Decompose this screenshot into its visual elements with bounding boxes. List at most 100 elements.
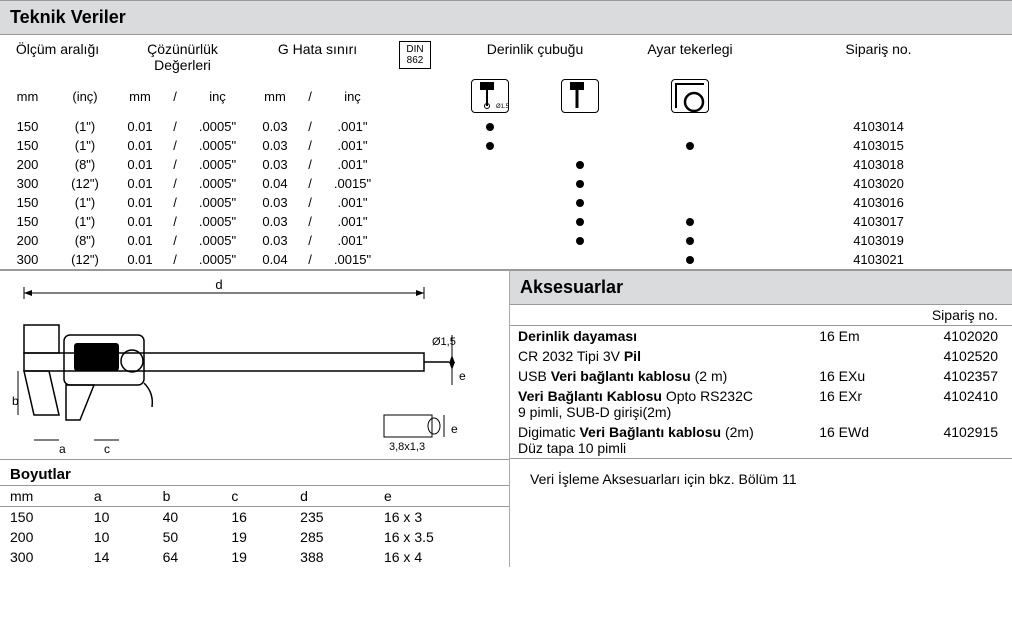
depth-icon-1: Ø1.5 <box>445 77 535 117</box>
spec-cell: / <box>165 155 185 174</box>
dims-cell: 10 <box>84 527 153 547</box>
spec-cell <box>535 193 625 212</box>
spec-cell <box>535 231 625 250</box>
din-box-cell: DIN 862 <box>385 35 445 117</box>
dims-cell: 200 <box>0 527 84 547</box>
header-order: Sipariş no. <box>755 35 1012 77</box>
spec-cell: (1") <box>55 136 115 155</box>
spec-cell: 0.01 <box>115 193 165 212</box>
spec-cell <box>625 155 755 174</box>
dims-cell: 19 <box>221 527 290 547</box>
dims-cell: 10 <box>84 507 153 528</box>
dimensions-title: Boyutlar <box>0 460 509 486</box>
dims-cell: 16 x 3.5 <box>374 527 509 547</box>
subhead-inch: (inç) <box>55 77 115 117</box>
spec-cell: (8") <box>55 231 115 250</box>
spec-cell: / <box>300 193 320 212</box>
svg-text:3,8x1,3: 3,8x1,3 <box>389 441 425 453</box>
spec-row: 300(12")0.01/.0005"0.04/.0015"4103021 <box>0 250 1012 270</box>
spec-cell <box>385 117 445 136</box>
svg-text:e: e <box>459 369 466 383</box>
subhead-err-slash: / <box>300 77 320 117</box>
spec-cell <box>385 174 445 193</box>
spec-cell: 150 <box>0 117 55 136</box>
spec-cell: .0005" <box>185 117 250 136</box>
spec-cell: .001" <box>320 212 385 231</box>
dims-h-d: d <box>290 486 374 507</box>
acc-desc: USB Veri bağlantı kablosu (2 m) <box>510 366 811 386</box>
spec-cell: / <box>165 174 185 193</box>
spec-row: 150(1")0.01/.0005"0.03/.001"4103014 <box>0 117 1012 136</box>
din-line1: DIN <box>406 44 423 55</box>
wheel-icon-cell <box>625 77 755 117</box>
acc-code: 16 EWd <box>811 422 901 459</box>
spec-cell: 4103017 <box>755 212 1012 231</box>
spec-cell <box>625 136 755 155</box>
spec-cell: 300 <box>0 250 55 270</box>
acc-row: Derinlik dayaması16 Em4102020 <box>510 326 1012 347</box>
din-badge: DIN 862 <box>399 41 430 69</box>
dims-h-mm: mm <box>0 486 84 507</box>
acc-desc: Digimatic Veri Bağlantı kablosu (2m)Düz … <box>510 422 811 459</box>
spec-cell: 0.01 <box>115 250 165 270</box>
acc-desc: Veri Bağlantı Kablosu Opto RS232C9 pimli… <box>510 386 811 422</box>
svg-text:c: c <box>104 442 110 456</box>
spec-cell: / <box>165 231 185 250</box>
dims-row: 30014641938816 x 4 <box>0 547 509 567</box>
spec-cell <box>385 155 445 174</box>
subhead-mm: mm <box>0 77 55 117</box>
spec-cell <box>385 250 445 270</box>
dims-cell: 150 <box>0 507 84 528</box>
spec-cell: 0.01 <box>115 174 165 193</box>
spec-row: 300(12")0.01/.0005"0.04/.0015"4103020 <box>0 174 1012 193</box>
spec-cell: 0.04 <box>250 250 300 270</box>
subhead-res-mm: mm <box>115 77 165 117</box>
spec-cell <box>625 117 755 136</box>
spec-cell: .0015" <box>320 174 385 193</box>
spec-row: 200(8")0.01/.0005"0.03/.001"4103019 <box>0 231 1012 250</box>
spec-cell <box>385 193 445 212</box>
spec-cell: / <box>165 193 185 212</box>
caliper-svg: d Ø1,5 <box>4 275 504 457</box>
depth-flat-icon <box>561 79 599 113</box>
din-line2: 862 <box>407 55 424 66</box>
acc-desc: Derinlik dayaması <box>510 326 811 347</box>
svg-text:Ø1.5: Ø1.5 <box>496 104 508 110</box>
spec-cell: / <box>300 212 320 231</box>
acc-order-no: 4102020 <box>902 326 1012 347</box>
spec-cell: .0005" <box>185 174 250 193</box>
spec-cell: 4103020 <box>755 174 1012 193</box>
spec-cell <box>445 136 535 155</box>
acc-order-no: 4102520 <box>902 346 1012 366</box>
subhead-res-slash: / <box>165 77 185 117</box>
spec-cell: .001" <box>320 231 385 250</box>
specs-table: Ölçüm aralığı Çözünürlük Değerleri G Hat… <box>0 35 1012 270</box>
dims-cell: 40 <box>153 507 222 528</box>
spec-cell <box>535 117 625 136</box>
dims-cell: 16 x 4 <box>374 547 509 567</box>
spec-cell: / <box>300 250 320 270</box>
depth-icon-2 <box>535 77 625 117</box>
spec-cell: / <box>165 212 185 231</box>
spec-cell: .0005" <box>185 136 250 155</box>
spec-cell <box>535 155 625 174</box>
dims-row: 20010501928516 x 3.5 <box>0 527 509 547</box>
spec-cell: 0.03 <box>250 212 300 231</box>
svg-text:d: d <box>215 277 222 292</box>
spec-cell <box>385 212 445 231</box>
dims-cell: 388 <box>290 547 374 567</box>
spec-cell: (12") <box>55 250 115 270</box>
dims-h-c: c <box>221 486 290 507</box>
dims-cell: 50 <box>153 527 222 547</box>
spec-cell: 150 <box>0 193 55 212</box>
spec-cell <box>445 212 535 231</box>
header-error: G Hata sınırı <box>250 35 385 77</box>
header-resolution: Çözünürlük Değerleri <box>115 35 250 77</box>
spec-cell: 0.03 <box>250 117 300 136</box>
spec-cell <box>445 155 535 174</box>
dims-cell: 64 <box>153 547 222 567</box>
spec-cell: 0.01 <box>115 212 165 231</box>
spec-cell <box>625 231 755 250</box>
spec-cell: .001" <box>320 193 385 212</box>
spec-row: 150(1")0.01/.0005"0.03/.001"4103015 <box>0 136 1012 155</box>
